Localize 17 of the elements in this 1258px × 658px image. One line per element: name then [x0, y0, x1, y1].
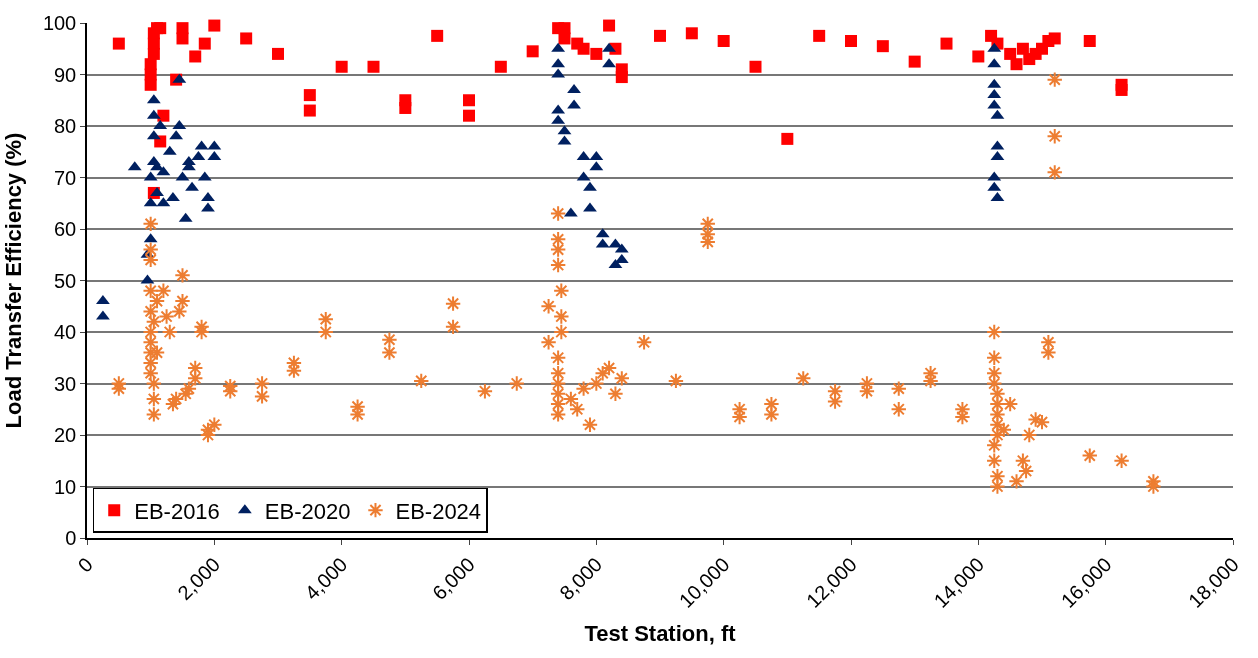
legend-label: EB-2016: [134, 498, 220, 524]
legend-label: EB-2020: [264, 498, 351, 524]
y-tick-label: 10: [54, 475, 77, 498]
y-tick-label: 90: [54, 63, 77, 86]
y-tick-label: 20: [54, 424, 77, 446]
y-tick-label: 30: [54, 372, 77, 395]
y-axis-title: Load Transfer Efficiency (%): [1, 132, 27, 429]
y-tick-label: 40: [54, 321, 77, 343]
y-tick-label: 60: [54, 218, 77, 240]
y-tick-label: 50: [54, 269, 77, 292]
legend-label: EB-2024: [395, 498, 482, 524]
y-tick-label: 100: [42, 12, 77, 34]
y-tick-label: 0: [65, 527, 77, 549]
y-tick-label: 80: [54, 115, 77, 137]
x-tick-label: 0: [73, 553, 97, 577]
x-axis-title: Test Station, ft: [584, 621, 737, 647]
y-tick-label: 70: [54, 166, 77, 189]
